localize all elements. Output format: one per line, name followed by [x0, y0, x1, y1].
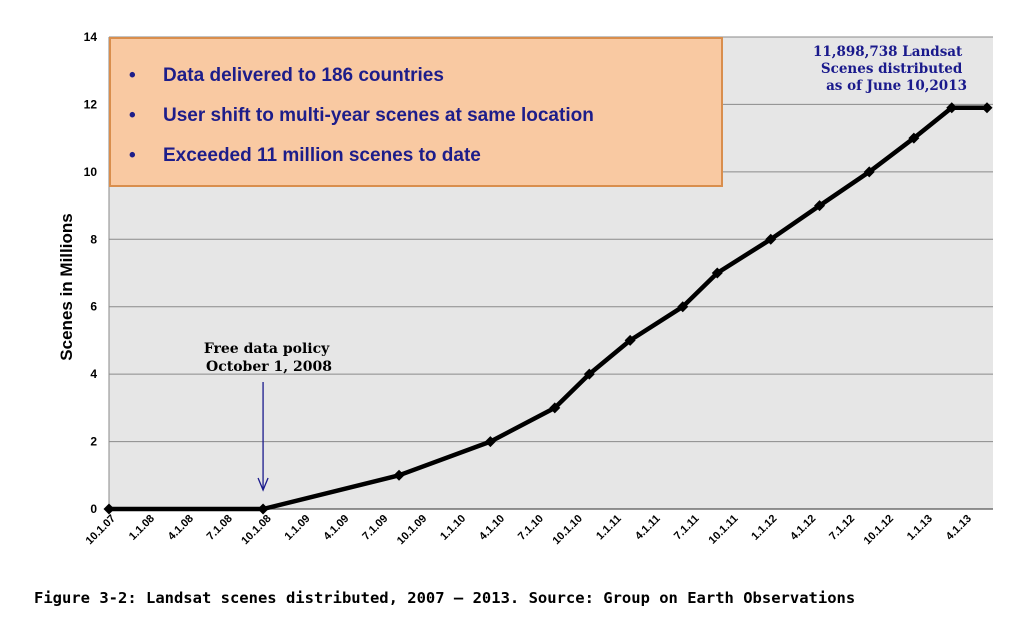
- x-tick-label: 10.1.07: [84, 513, 118, 547]
- x-tick-label: 4.1.10: [477, 513, 507, 543]
- y-axis-label: Scenes in Millions: [57, 213, 76, 360]
- data-point: [946, 102, 958, 114]
- bullet-marker: •: [129, 105, 136, 126]
- x-tick-label: 4.1.13: [944, 513, 974, 543]
- policy-arrowhead: [257, 477, 269, 492]
- series-markers: [103, 102, 993, 515]
- data-point: [765, 233, 777, 245]
- highlights-textbox-background: [109, 37, 723, 187]
- y-tick-label: 8: [90, 232, 97, 246]
- x-tick-label: 7.1.11: [672, 513, 702, 543]
- x-tick-label: 7.1.09: [360, 513, 390, 543]
- data-point: [484, 436, 496, 448]
- bullet-marker: •: [129, 65, 136, 86]
- y-tick-label: 4: [90, 367, 97, 381]
- policy-annotation: Free data policy October 1, 2008: [204, 341, 334, 375]
- total-scenes-line-1: 11,898,738 Landsat: [813, 44, 963, 60]
- y-tick-label: 10: [84, 165, 98, 179]
- bullet-marker: •: [129, 145, 136, 166]
- total-scenes-line-2: Scenes distributed: [821, 61, 963, 77]
- highlights-textbox: • Data delivered to 186 countries • User sh…: [109, 37, 723, 187]
- x-tick-label: 7.1.10: [516, 513, 546, 543]
- y-tick-label: 12: [84, 97, 98, 111]
- x-tick-label: 1.1.12: [749, 513, 779, 543]
- y-tick-label: 2: [90, 435, 97, 449]
- figure-caption: Figure 3-2: Landsat scenes distributed, …: [34, 589, 856, 607]
- x-tick-label: 7.1.08: [205, 513, 235, 543]
- x-tick-label: 1.1.13: [905, 513, 935, 543]
- data-point: [103, 503, 115, 515]
- data-point: [624, 334, 636, 346]
- x-tick-label: 10.1.08: [239, 513, 273, 547]
- x-tick-label: 10.1.11: [707, 513, 741, 547]
- y-tick-label: 6: [90, 300, 97, 314]
- y-axis-ticks: 0 2 4 6 8 10 12 14: [84, 30, 98, 516]
- data-point: [981, 102, 993, 114]
- data-point: [863, 166, 875, 178]
- data-point: [257, 503, 269, 515]
- x-tick-label: 1.1.11: [594, 513, 624, 543]
- bullet-text: User shift to multi-year scenes at same …: [163, 105, 594, 126]
- x-tick-label: 10.1.12: [862, 513, 896, 547]
- x-tick-label: 10.1.10: [550, 513, 584, 547]
- highlights-bullets: • Data delivered to 186 countries • User sh…: [129, 65, 594, 166]
- data-point: [549, 402, 561, 414]
- x-tick-label: 1.1.08: [127, 513, 157, 543]
- data-point: [814, 200, 826, 212]
- bullet-text: Data delivered to 186 countries: [163, 65, 444, 86]
- total-scenes-annotation: 11,898,738 Landsat Scenes distributed as…: [813, 44, 967, 94]
- x-tick-label: 1.1.09: [283, 513, 313, 543]
- policy-annotation-line-1: Free data policy: [204, 341, 330, 357]
- x-tick-label: 4.1.08: [166, 513, 196, 543]
- data-point: [583, 368, 595, 380]
- x-tick-label: 4.1.09: [321, 513, 351, 543]
- policy-annotation-line-2: October 1, 2008: [206, 359, 332, 375]
- y-tick-label: 14: [84, 30, 98, 44]
- data-point: [908, 132, 920, 144]
- x-axis-ticks: 10.1.07 1.1.08 4.1.08 7.1.08 10.1.08 1.1.09 4.…: [84, 513, 974, 547]
- y-tick-label: 0: [90, 502, 97, 516]
- data-point: [711, 267, 723, 279]
- data-point: [677, 301, 689, 313]
- x-tick-label: 10.1.09: [395, 513, 429, 547]
- x-tick-label: 4.1.12: [788, 513, 818, 543]
- x-tick-label: 4.1.11: [633, 513, 663, 543]
- data-point: [393, 469, 405, 481]
- x-tick-label: 1.1.10: [438, 513, 468, 543]
- x-tick-label: 7.1.12: [827, 513, 857, 543]
- total-scenes-line-3: as of June 10,2013: [826, 78, 967, 94]
- bullet-text: Exceeded 11 million scenes to date: [163, 145, 481, 166]
